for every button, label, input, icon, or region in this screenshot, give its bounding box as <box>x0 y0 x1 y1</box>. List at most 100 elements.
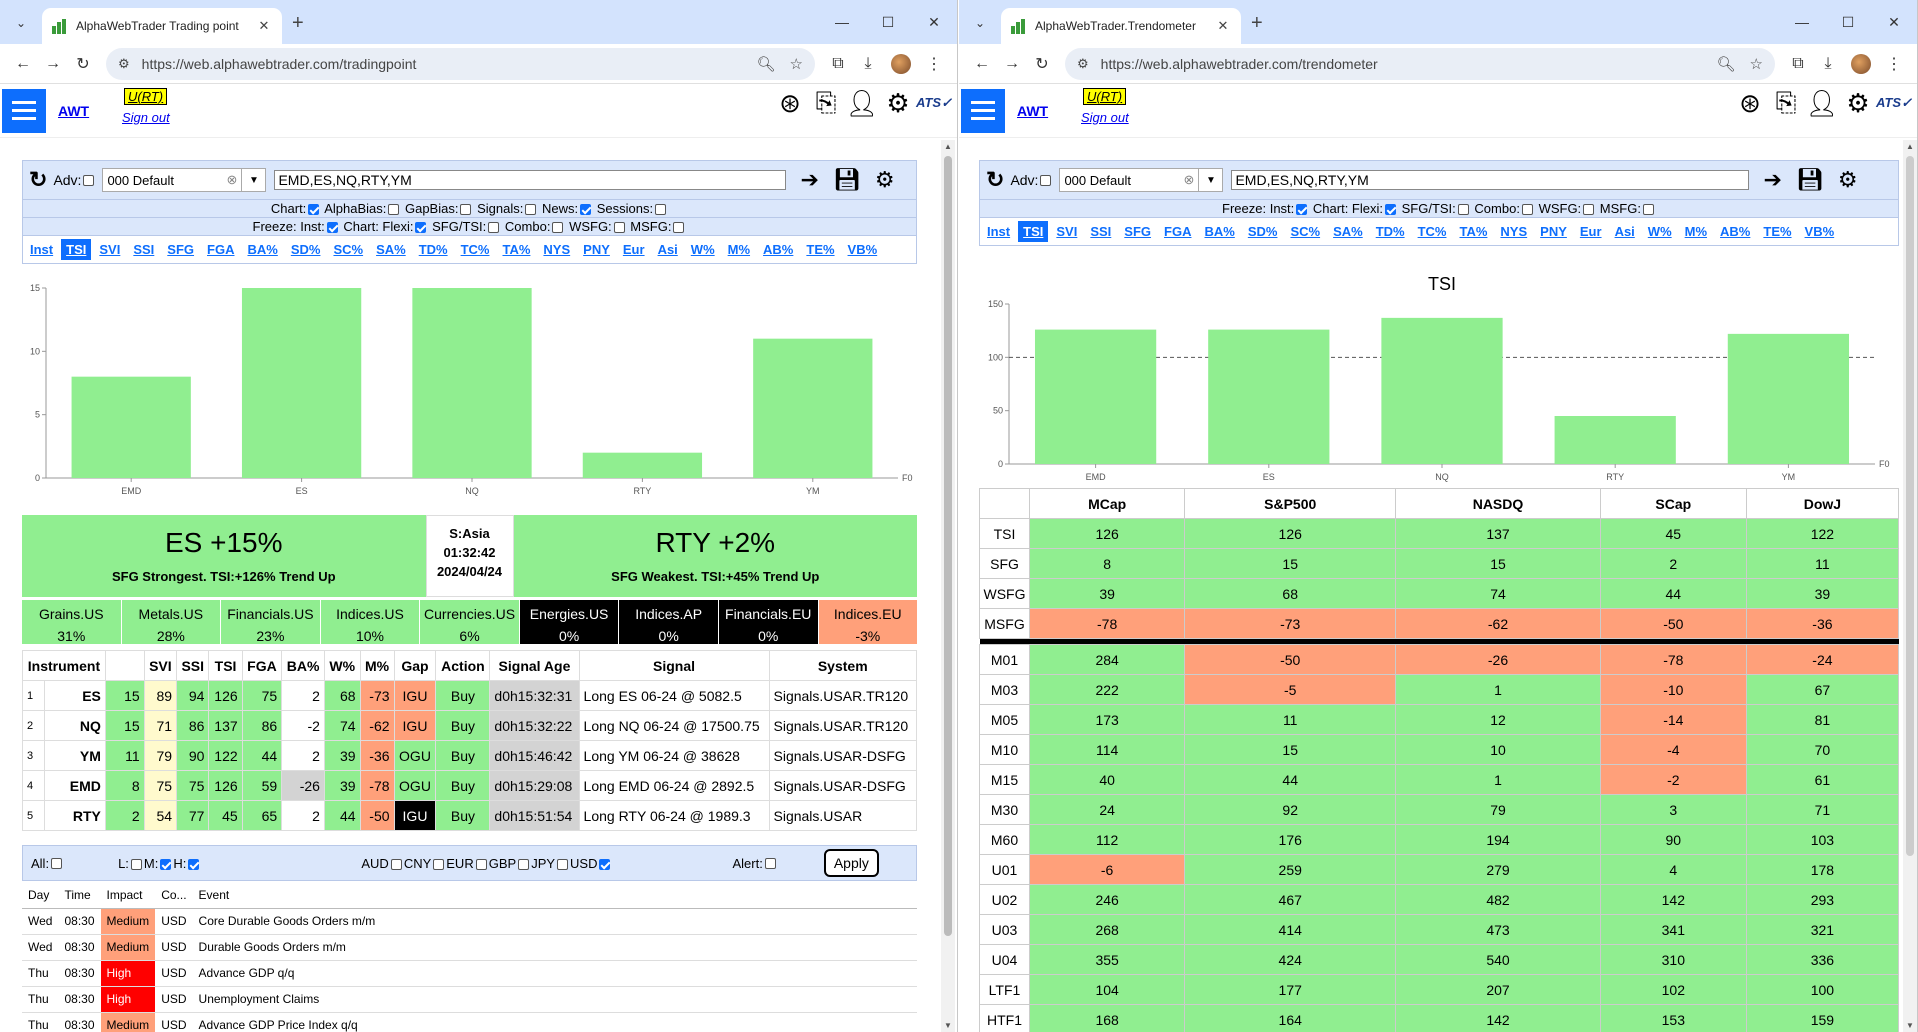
user-icon[interactable]: 👤︎ <box>845 87 879 118</box>
preset-select[interactable]: 000 Default ⊗ <box>1059 168 1200 192</box>
download-icon[interactable]: ⤓ <box>1824 54 1832 72</box>
col-header-gap[interactable]: Gap <box>393 650 437 681</box>
extensions-icon[interactable]: ⧉ <box>1792 54 1804 72</box>
scroll-thumb[interactable] <box>944 156 952 936</box>
option-checkbox[interactable] <box>308 204 320 216</box>
menu-kebab-icon[interactable]: ⋮ <box>1886 55 1902 73</box>
tab-te-pct[interactable]: TE% <box>1763 224 1792 239</box>
refresh-icon[interactable]: ↻ <box>29 167 48 192</box>
news-row[interactable]: Thu 08:30 High USD Advance GDP q/q <box>22 960 917 987</box>
currency-checkbox[interactable] <box>475 858 487 870</box>
trend-row[interactable]: M01 284 -50 -26 -78 -24 <box>979 644 1900 675</box>
zoom-icon[interactable]: 🔍︎ <box>1716 55 1736 73</box>
extensions-icon[interactable]: ⧉ <box>832 54 844 72</box>
trend-row[interactable]: TSI 126 126 137 45 122 <box>979 518 1900 549</box>
back-icon[interactable]: ← <box>15 54 31 72</box>
tab-tc-pct[interactable]: TC% <box>460 242 490 257</box>
tab-asi[interactable]: Asi <box>657 242 678 257</box>
option-checkbox[interactable] <box>1521 204 1533 216</box>
forward-icon[interactable]: → <box>1004 54 1020 72</box>
new-tab-icon[interactable]: + <box>1251 12 1263 34</box>
trend-row[interactable]: M30 24 92 79 3 71 <box>979 794 1900 825</box>
tab-ta-pct[interactable]: TA% <box>502 242 531 257</box>
currency-checkbox[interactable] <box>518 858 530 870</box>
option-checkbox[interactable] <box>580 204 592 216</box>
site-info-icon[interactable]: ⚙ <box>118 55 130 71</box>
monitor-download-icon[interactable]: ⎘ <box>815 87 837 117</box>
tab-sa-pct[interactable]: SA% <box>376 242 406 257</box>
close-window-icon[interactable]: ✕ <box>928 13 940 30</box>
preset-dropdown-icon[interactable]: ▼ <box>242 168 267 192</box>
tab-ssi[interactable]: SSI <box>133 242 155 257</box>
option-checkbox[interactable] <box>525 204 537 216</box>
trend-row[interactable]: U01 -6 259 279 4 178 <box>979 854 1900 885</box>
bookmark-star-icon[interactable]: ☆ <box>1749 55 1763 73</box>
download-icon[interactable]: ⤓ <box>864 54 872 72</box>
tab-sc-pct[interactable]: SC% <box>333 242 364 257</box>
option-checkbox[interactable] <box>1457 204 1469 216</box>
reload-icon[interactable]: ↻ <box>1035 55 1049 73</box>
option-checkbox[interactable] <box>673 222 685 234</box>
scroll-down-icon[interactable]: ▼ <box>1906 1021 1914 1030</box>
tab-eur[interactable]: Eur <box>622 242 645 257</box>
bookmark-star-icon[interactable]: ☆ <box>789 55 803 73</box>
col-header-svi[interactable]: SVI <box>143 650 178 681</box>
all-checkbox[interactable] <box>51 857 63 869</box>
impact-checkbox[interactable] <box>160 858 172 870</box>
tab-ba-pct[interactable]: BA% <box>247 242 278 257</box>
news-col-header[interactable]: Day <box>22 882 59 909</box>
scroll-up-icon[interactable]: ▲ <box>1906 142 1914 151</box>
trend-row[interactable]: M03 222 -5 1 -10 67 <box>979 674 1900 705</box>
currency-checkbox[interactable] <box>557 858 569 870</box>
trend-row[interactable]: LTF1 104 177 207 102 100 <box>979 974 1900 1005</box>
sign-out-link[interactable]: Sign out <box>1081 110 1129 125</box>
tab-ssi[interactable]: SSI <box>1090 224 1112 239</box>
close-tab-icon[interactable]: ✕ <box>258 18 270 33</box>
tab-search-icon[interactable]: ⌄ <box>974 16 986 30</box>
browser-tab[interactable]: AlphaWebTrader.Trendometer ✕ <box>1001 8 1241 44</box>
col-header-fga[interactable]: FGA <box>241 650 283 681</box>
tab-nys[interactable]: NYS <box>1500 224 1528 239</box>
profile-avatar[interactable] <box>1851 53 1871 74</box>
adv-checkbox[interactable] <box>83 174 95 186</box>
trend-row[interactable]: M05 173 11 12 -14 81 <box>979 704 1900 735</box>
settings-gear-icon[interactable]: ⚙ <box>886 87 910 118</box>
scroll-up-icon[interactable]: ▲ <box>944 142 952 151</box>
news-col-header[interactable]: Event <box>192 882 917 909</box>
right-scrollbar[interactable]: ▲ ▼ <box>1903 140 1917 1032</box>
scroll-down-icon[interactable]: ▼ <box>944 1021 952 1030</box>
address-bar[interactable]: ⚙ https://web.alphawebtrader.com/trendom… <box>1065 47 1775 80</box>
tab-sfg[interactable]: SFG <box>1124 224 1152 239</box>
trend-col-header[interactable]: NASDQ <box>1395 488 1601 519</box>
option-checkbox[interactable] <box>1583 204 1595 216</box>
tab-vb-pct[interactable]: VB% <box>847 242 878 257</box>
tab-m-pct[interactable]: M% <box>1684 224 1708 239</box>
tab-sd-pct[interactable]: SD% <box>1247 224 1278 239</box>
tab-eur[interactable]: Eur <box>1579 224 1602 239</box>
tab-tsi[interactable]: TSI <box>1018 221 1049 242</box>
new-tab-icon[interactable]: + <box>292 12 304 34</box>
settings-gear-icon[interactable]: ⚙ <box>1846 87 1870 118</box>
col-header-w-[interactable]: W% <box>323 650 361 681</box>
tab-td-pct[interactable]: TD% <box>1375 224 1405 239</box>
currency-checkbox[interactable] <box>599 858 611 870</box>
hamburger-menu-icon[interactable] <box>2 88 46 133</box>
tab-ba-pct[interactable]: BA% <box>1204 224 1235 239</box>
maximize-icon[interactable]: ☐ <box>881 13 895 30</box>
news-row[interactable]: Thu 08:30 Medium USD Advance GDP Price Index… <box>22 1012 917 1032</box>
option-checkbox[interactable] <box>655 204 667 216</box>
col-header-sfg[interactable]: SFG <box>104 650 145 681</box>
forward-icon[interactable]: → <box>45 54 61 72</box>
col-header-instrument[interactable]: Instrument <box>22 650 106 681</box>
col-header-system[interactable]: System <box>768 650 917 681</box>
table-row[interactable]: 1 ES 15 89 94 126 75 2 68 -73 IGU Buy d0h15:32:31 Lon… <box>22 680 917 711</box>
table-row[interactable]: 2 NQ 15 71 86 137 86 -2 74 -62 IGU Buy d0h15:32:22 Lo… <box>22 710 917 741</box>
news-row[interactable]: Wed 08:30 Medium USD Durable Goods Orders m/… <box>22 934 917 961</box>
news-row[interactable]: Wed 08:30 Medium USD Core Durable Goods Orde… <box>22 908 917 935</box>
tab-svi[interactable]: SVI <box>1056 224 1078 239</box>
col-header-ssi[interactable]: SSI <box>176 650 210 681</box>
tab-sfg[interactable]: SFG <box>167 242 195 257</box>
trend-row[interactable]: HTF1 168 164 142 153 159 <box>979 1004 1900 1032</box>
tab-fga[interactable]: FGA <box>207 242 235 257</box>
minimize-icon[interactable]: — <box>1795 14 1809 30</box>
